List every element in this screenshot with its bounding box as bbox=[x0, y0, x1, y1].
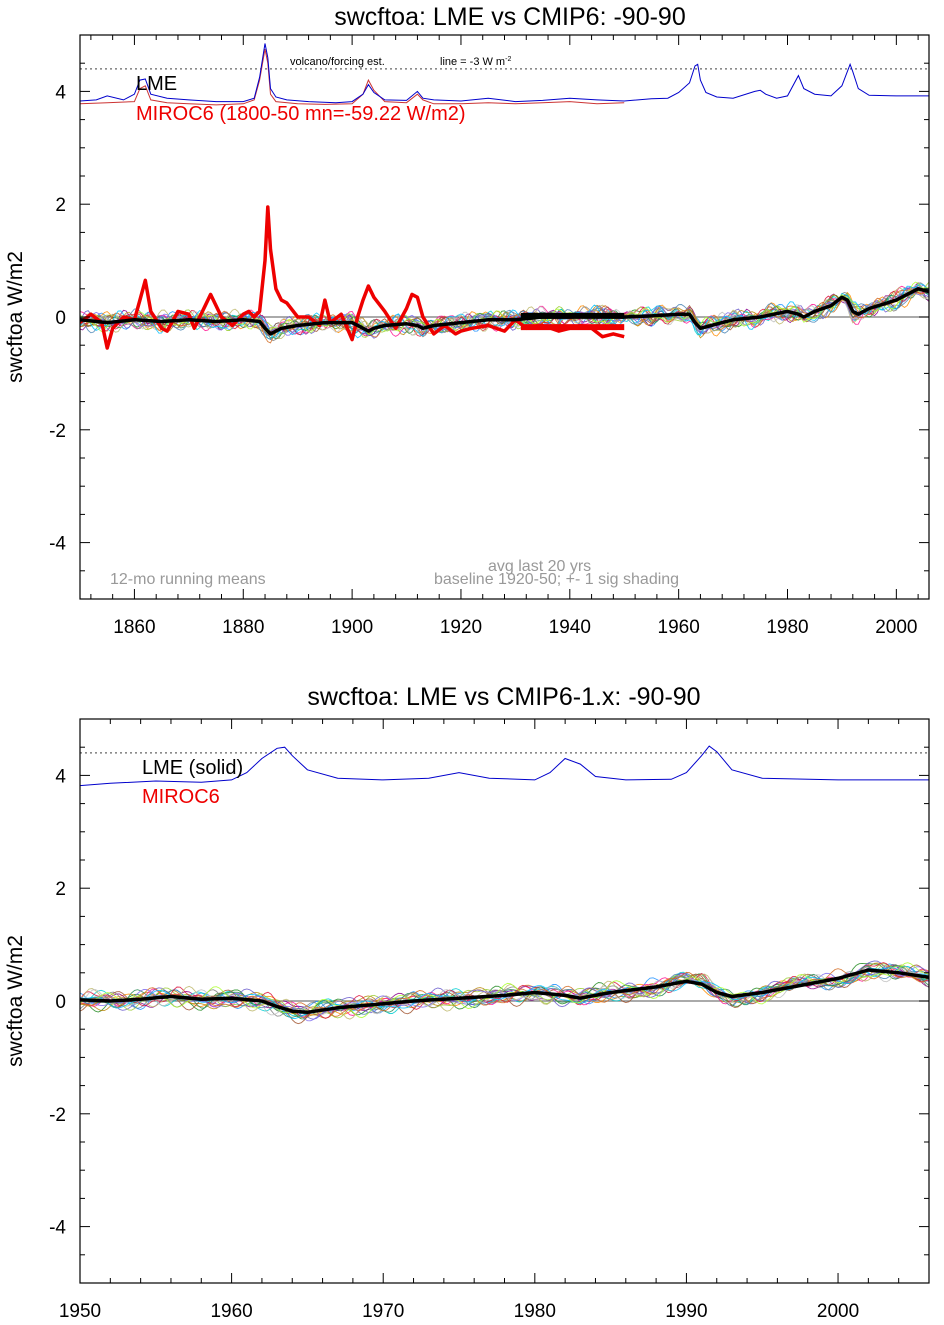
plot-area bbox=[80, 43, 929, 350]
y-tick-label: -4 bbox=[49, 1218, 66, 1239]
ensemble-member-line bbox=[80, 284, 929, 336]
volcano-forcing-line bbox=[80, 43, 929, 104]
ensemble-member-line bbox=[80, 283, 929, 339]
ensemble-member-line bbox=[80, 964, 929, 1018]
x-tick-label: 1900 bbox=[331, 617, 373, 638]
plot-area bbox=[80, 745, 929, 1025]
x-tick-label: 1960 bbox=[210, 1301, 252, 1322]
annotation-line-value: line = -3 W m-2 bbox=[440, 56, 511, 68]
x-tick-label: 1960 bbox=[658, 617, 700, 638]
chart-title: swcftoa: LME vs CMIP6: -90-90 bbox=[334, 3, 686, 31]
x-tick-label: 2000 bbox=[875, 617, 917, 638]
x-tick-label: 2000 bbox=[817, 1301, 859, 1322]
chart-title: swcftoa: LME vs CMIP6-1.x: -90-90 bbox=[307, 683, 700, 711]
annotation-line-sup: -2 bbox=[505, 56, 511, 63]
x-tick-label: 1990 bbox=[665, 1301, 707, 1322]
x-tick-label: 1980 bbox=[766, 617, 808, 638]
legend-miroc6: MIROC6 (1800-50 mn=-59.22 W/m2) bbox=[136, 103, 466, 125]
y-tick-label: 2 bbox=[55, 879, 66, 900]
y-tick-label: -2 bbox=[49, 421, 66, 442]
y-tick-label: 4 bbox=[55, 82, 66, 103]
ensemble-member-line bbox=[80, 963, 929, 1017]
x-tick-label: 1920 bbox=[440, 617, 482, 638]
annotation-volcano: volcano/forcing est. bbox=[290, 56, 385, 68]
ensemble-member-line bbox=[80, 281, 929, 335]
annotation-baseline: baseline 1920-50; +- 1 sig shading bbox=[434, 571, 679, 588]
x-tick-label: 1950 bbox=[59, 1301, 101, 1322]
miroc6-line bbox=[80, 205, 625, 350]
legend-lme: LME bbox=[136, 73, 177, 95]
legend-miroc6: MIROC6 bbox=[142, 786, 220, 808]
ensemble-member-line bbox=[80, 968, 929, 1017]
legend-lme: LME (solid) bbox=[142, 757, 243, 779]
y-tick-label: 4 bbox=[55, 766, 66, 787]
y-tick-label: -2 bbox=[49, 1105, 66, 1126]
panel-bottom: swcftoa: LME vs CMIP6-1.x: -90-90 swcftoa… bbox=[4, 683, 930, 1322]
x-tick-label: 1880 bbox=[222, 617, 264, 638]
annotation-running-means: 12-mo running means bbox=[110, 571, 266, 588]
x-tick-label: 1860 bbox=[113, 617, 155, 638]
y-tick-label: 0 bbox=[55, 308, 66, 329]
y-tick-label: -4 bbox=[49, 534, 66, 555]
annotation-avg: avg last 20 yrs bbox=[488, 558, 591, 575]
y-tick-label: 2 bbox=[55, 195, 66, 216]
y-tick-label: 0 bbox=[55, 992, 66, 1013]
volcano-forcing-line bbox=[80, 745, 929, 787]
lme-mean-line bbox=[80, 968, 929, 1015]
miroc6-forcing-line bbox=[80, 49, 625, 106]
x-tick-label: 1980 bbox=[514, 1301, 556, 1322]
annotation-line-text: line = -3 W m bbox=[440, 56, 505, 68]
x-tick-label: 1940 bbox=[549, 617, 591, 638]
y-axis-label: swcftoa W/m2 bbox=[4, 935, 27, 1067]
x-tick-label: 1970 bbox=[362, 1301, 404, 1322]
panel-top: swcftoa: LME vs CMIP6: -90-90 swcftoa W/m… bbox=[4, 3, 930, 638]
y-axis-label: swcftoa W/m2 bbox=[4, 251, 27, 383]
